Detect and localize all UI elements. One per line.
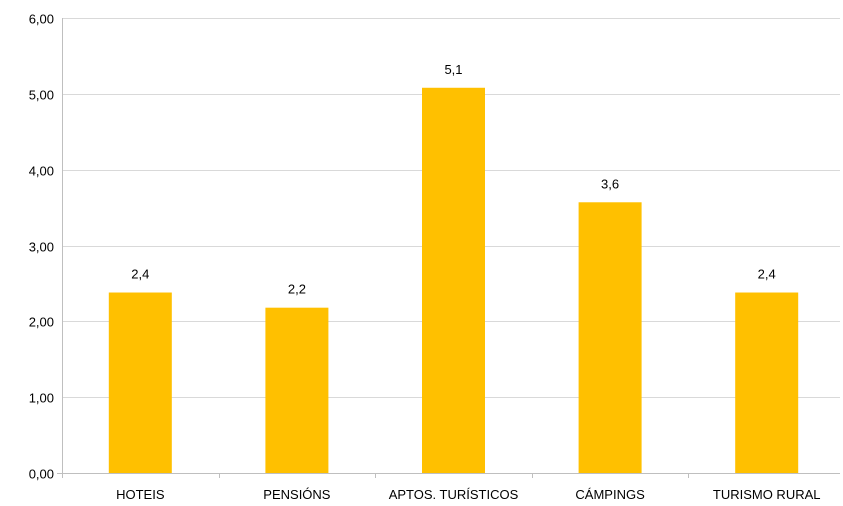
y-tick-label: 5,00 bbox=[29, 88, 54, 103]
bar bbox=[422, 87, 485, 474]
y-tick-label: 1,00 bbox=[29, 391, 54, 406]
y-tick-label: 0,00 bbox=[29, 467, 54, 482]
axes bbox=[57, 18, 840, 478]
x-category-label: TURISMO RURAL bbox=[713, 487, 821, 502]
x-category-label: HOTEIS bbox=[116, 487, 165, 502]
y-tick-label: 4,00 bbox=[29, 164, 54, 179]
y-tick-label: 6,00 bbox=[29, 12, 54, 27]
bar bbox=[265, 307, 329, 473]
data-label: 2,4 bbox=[131, 267, 149, 282]
bars bbox=[108, 87, 799, 474]
data-label: 3,6 bbox=[601, 176, 619, 191]
bar bbox=[578, 202, 642, 473]
data-label: 2,4 bbox=[758, 267, 776, 282]
x-category-label: PENSIÓNS bbox=[263, 487, 331, 502]
y-tick-label: 2,00 bbox=[29, 315, 54, 330]
data-label: 5,1 bbox=[444, 62, 462, 77]
y-tick-label: 3,00 bbox=[29, 240, 54, 255]
x-category-label: APTOS. TURÍSTICOS bbox=[389, 487, 519, 502]
x-category-label: CÁMPINGS bbox=[575, 487, 645, 502]
data-labels: 2,4 2,2 5,1 3,6 2,4 bbox=[131, 62, 775, 297]
x-axis-category-labels: HOTEIS PENSIÓNS APTOS. TURÍSTICOS CÁMPINGS T… bbox=[116, 487, 820, 502]
y-axis-tick-labels: 0,00 1,00 2,00 3,00 4,00 5,00 6,00 bbox=[29, 12, 54, 482]
bar bbox=[108, 292, 172, 473]
data-label: 2,2 bbox=[288, 282, 306, 297]
bar bbox=[735, 292, 799, 473]
